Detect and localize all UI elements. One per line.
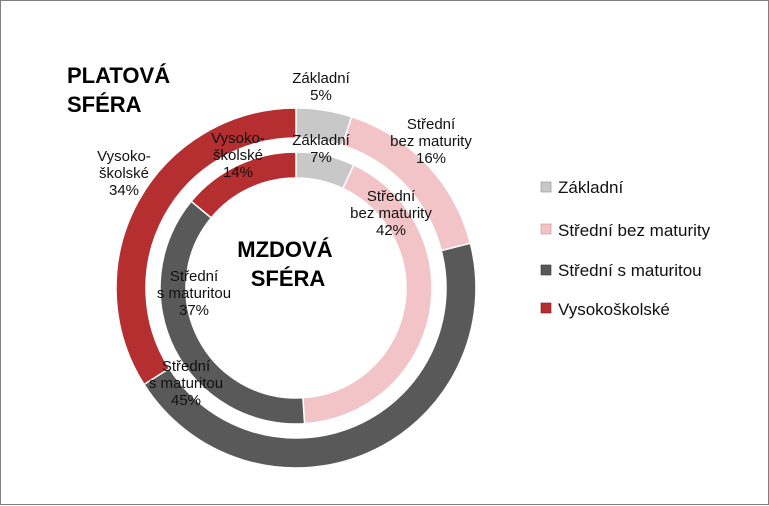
ring-inner-label-line: 37% [179,302,209,319]
ring-outer-segment-vysokoskolske [115,107,297,386]
ring-inner-label-line: 42% [376,222,406,239]
ring-outer-label-line: Vysoko- [97,148,151,165]
ring-inner-label-line: Základní [292,132,350,149]
legend-item-stredni-bez-maturity: Střední bez maturity [540,221,711,240]
legend-swatch-stredni-s-maturitou [540,264,552,276]
ring-inner-label-line: Střední [170,268,219,285]
outer-ring-title: PLATOVÁ SFÉRA [67,63,176,117]
inner-ring-title-line-2: SFÉRA [251,266,326,291]
ring-outer-label-line: bez maturity [390,133,472,150]
legend-item-stredni-s-maturitou: Střední s maturitou [540,261,702,280]
legend: Základní Střední bez maturity Střední s … [540,178,711,319]
ring-outer-label-line: Střední [162,358,211,375]
ring-outer-label-zakladni: Základní 5% [292,70,350,104]
ring-inner-label-zakladni: Základní 7% [292,132,350,166]
outer-ring-title-line-1: PLATOVÁ [67,63,170,88]
ring-outer-label-line: školské [99,165,149,182]
ring-outer-label-line: s maturitou [149,375,223,392]
rings-layer [115,107,477,469]
inner-ring-title-line-1: MZDOVÁ [237,237,332,262]
ring-inner-label-stredni-s-maturitou: Střední s maturitou 37% [157,268,231,319]
ring-inner-label-line: Vysoko- [211,130,265,147]
legend-label-stredni-bez-maturity: Střední bez maturity [558,221,711,240]
ring-inner-label-line: s maturitou [157,285,231,302]
labels-layer: Základní 5%Střední bez maturity 16%Střední s… [97,70,472,409]
ring-outer-label-line: 16% [416,150,446,167]
ring-inner-label-line: školské [213,147,263,164]
legend-label-stredni-s-maturitou: Střední s maturitou [558,261,702,280]
ring-outer-label-stredni-bez-maturity: Střední bez maturity 16% [390,116,472,167]
ring-outer-label-stredni-s-maturitou: Střední s maturitou 45% [149,358,223,409]
ring-outer-label-line: Střední [407,116,456,133]
ring-outer-label-line: 45% [171,392,201,409]
ring-outer-label-line: Základní [292,70,350,87]
ring-inner-label-line: 14% [223,164,253,181]
legend-item-vysokoskolske: Vysokoškolské [540,300,670,319]
legend-swatch-zakladni [540,181,552,193]
ring-inner-label-vysokoskolske: Vysoko-školské 14% [211,130,265,181]
outer-ring-title-line-2: SFÉRA [67,92,142,117]
ring-outer-label-line: 5% [310,87,332,104]
legend-swatch-vysokoskolske [540,302,552,314]
ring-inner-label-line: bez maturity [350,205,432,222]
ring-inner-label-stredni-bez-maturity: Střední bez maturity 42% [350,188,432,239]
inner-ring-title: MZDOVÁ SFÉRA [237,237,338,291]
legend-label-vysokoskolske: Vysokoškolské [558,300,670,319]
ring-inner-label-line: 7% [310,149,332,166]
ring-outer-label-vysokoskolske: Vysoko-školské 34% [97,148,151,199]
legend-item-zakladni: Základní [540,178,623,197]
ring-inner-segment-vysokoskolske [190,151,297,219]
legend-swatch-stredni-bez-maturity [540,223,552,235]
ring-inner-label-line: Střední [367,188,416,205]
ring-outer-label-line: 34% [109,182,139,199]
legend-label-zakladni: Základní [558,178,623,197]
